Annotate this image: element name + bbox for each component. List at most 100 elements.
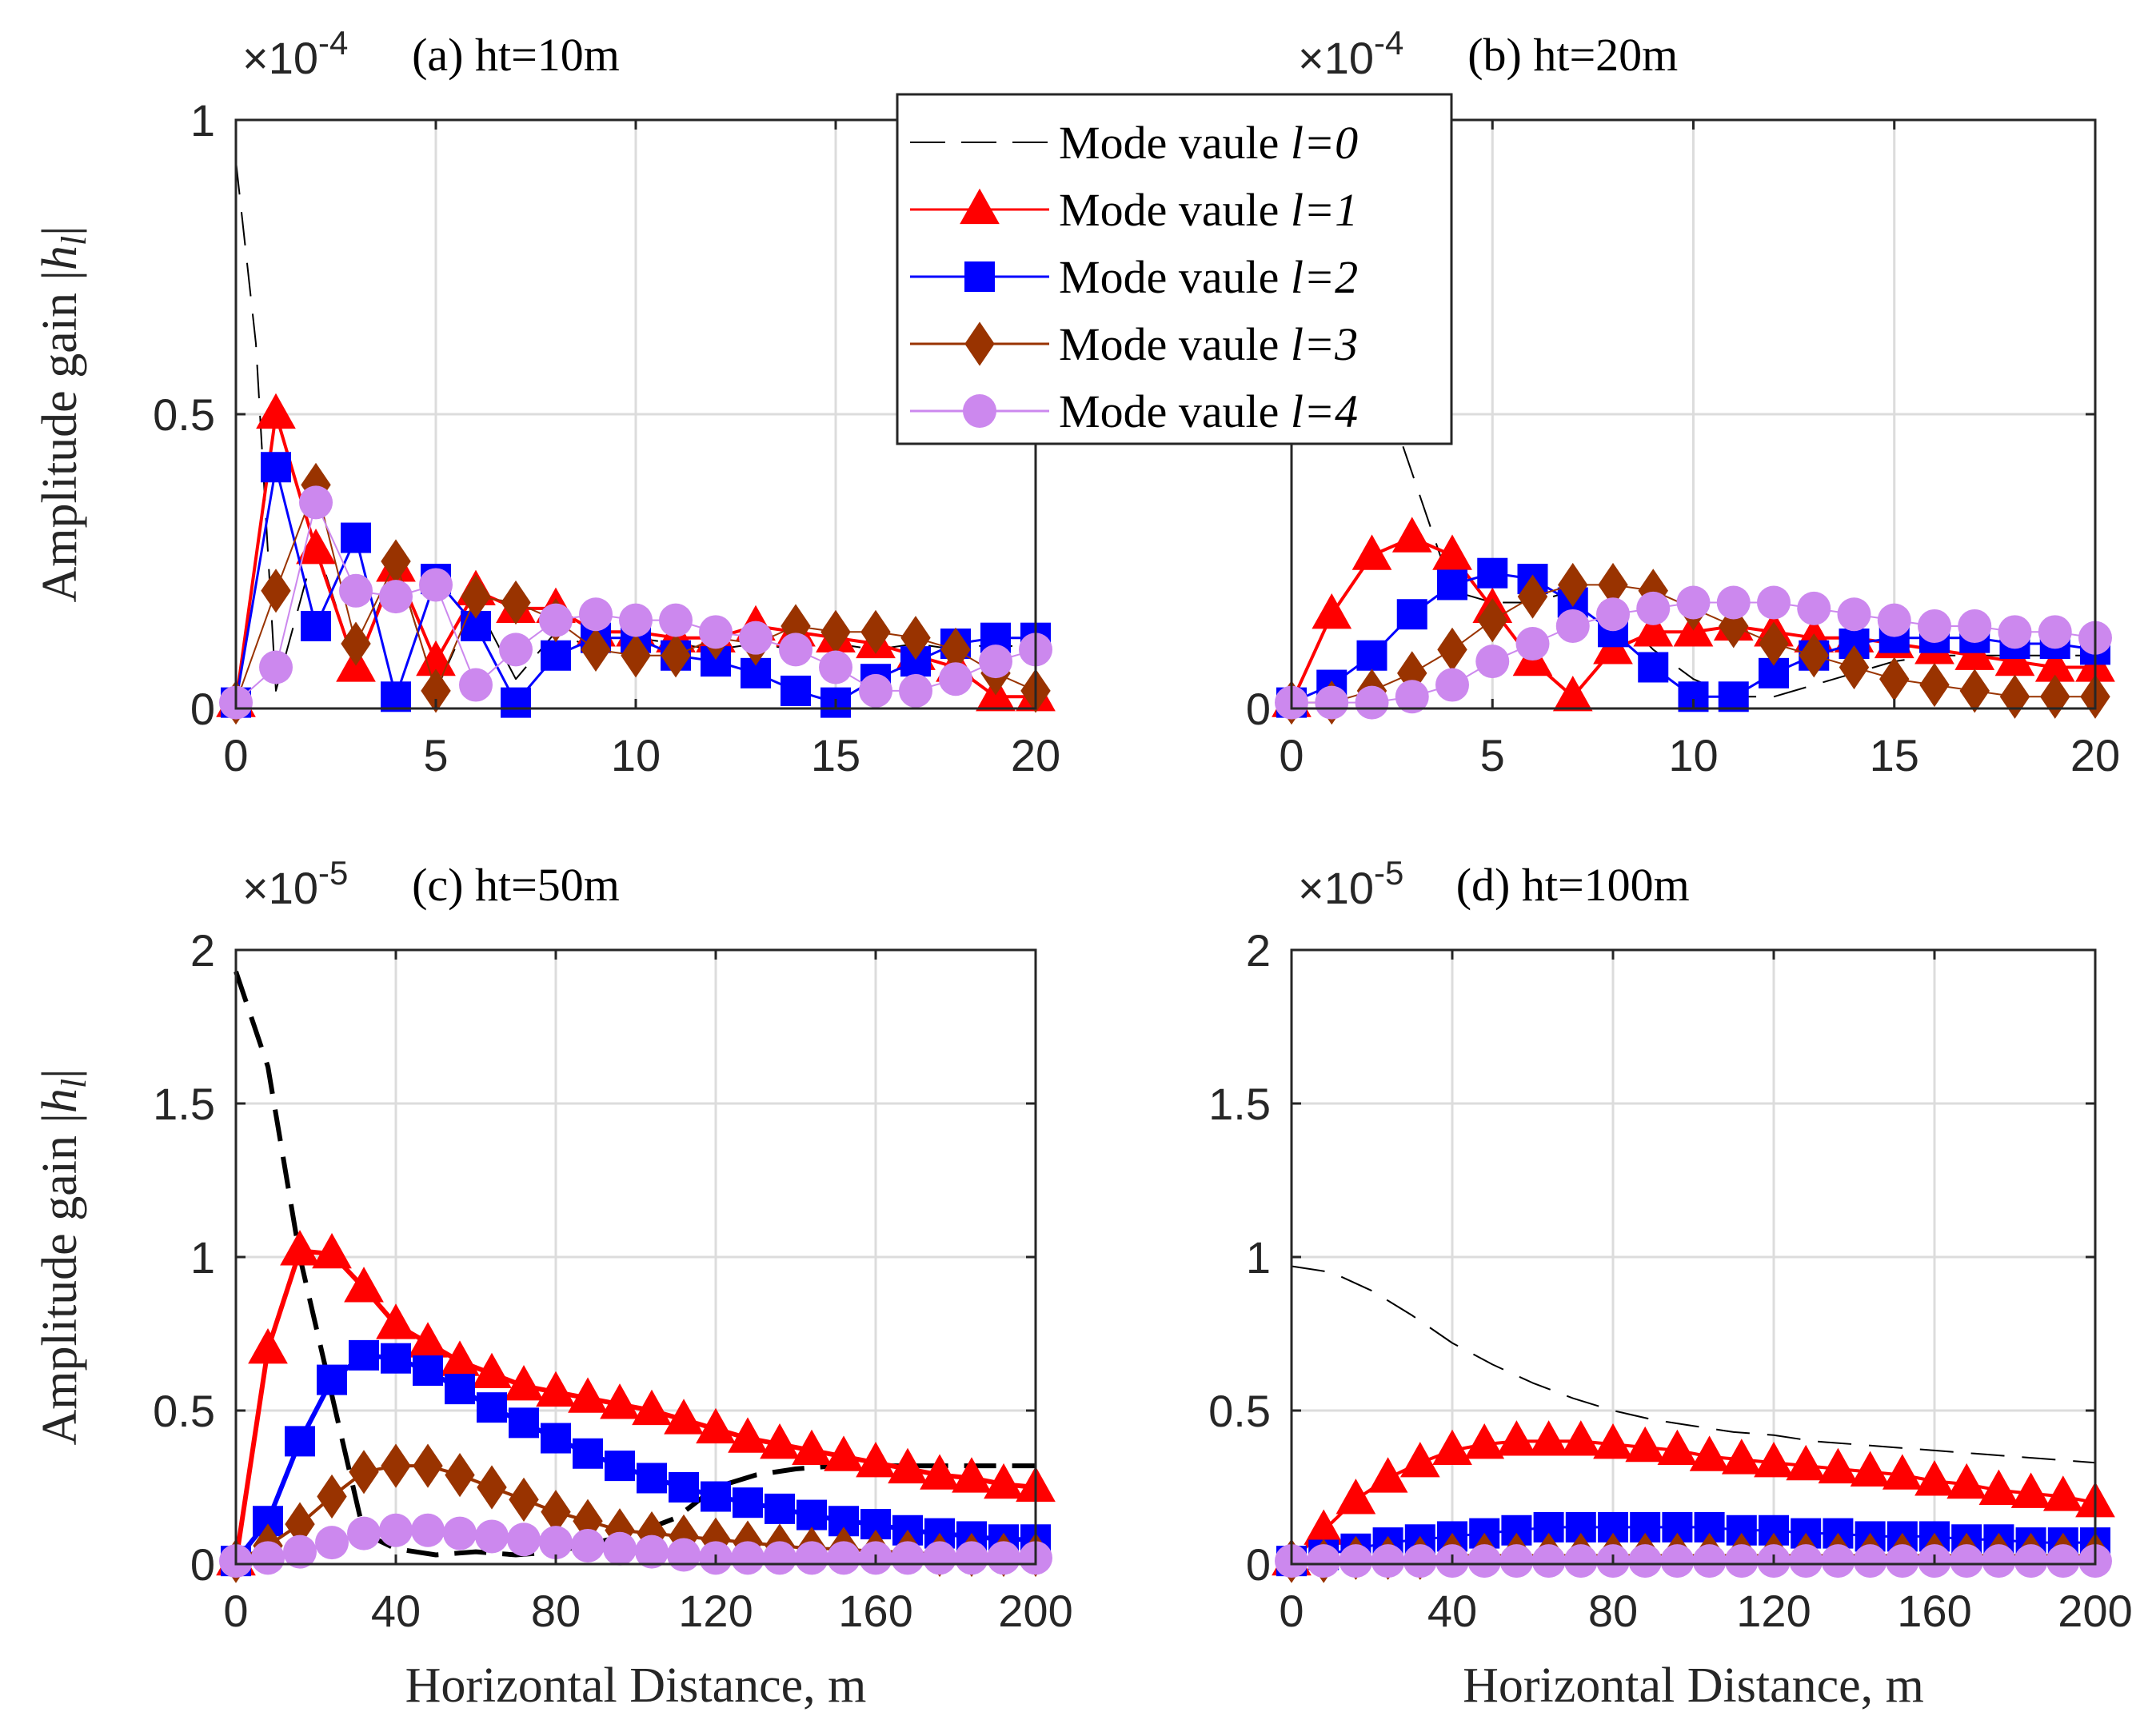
- data-point-l=1-15: [1754, 1442, 1794, 1478]
- data-point-l=4-4: [347, 1516, 381, 1550]
- data-point-l=2-4: [349, 1339, 379, 1371]
- series-line-l=0: [1291, 1265, 2096, 1464]
- data-point-l=1-4: [344, 1267, 384, 1303]
- data-point-l=4-19: [827, 1541, 860, 1575]
- legend: Mode vaule l=0 Mode vaule l=1 Mode vaule l…: [896, 93, 1453, 445]
- data-point-l=1-20: [1914, 1460, 1954, 1496]
- y-tick-label-1: 0.5: [153, 389, 215, 440]
- data-point-l=4-8: [539, 603, 573, 637]
- data-point-l=4-24: [987, 1541, 1020, 1575]
- data-point-l=1-19: [824, 1435, 864, 1471]
- data-point-l=1-2: [1351, 534, 1392, 570]
- data-point-l=4-2: [283, 1534, 317, 1569]
- data-point-l=4-17: [763, 1541, 797, 1575]
- y-axis-label: Amplitude gain |hl|: [33, 1068, 94, 1445]
- data-point-l=4-13: [1692, 1544, 1727, 1578]
- data-point-l=4-11: [1716, 585, 1751, 620]
- data-point-l=3-15: [1879, 656, 1910, 701]
- data-point-l=4-24: [2046, 1544, 2080, 1578]
- data-point-l=4-7: [499, 633, 533, 667]
- data-point-l=4-23: [2014, 1544, 2048, 1578]
- data-point-l=4-22: [923, 1541, 956, 1575]
- data-point-l=1-3: [1391, 517, 1432, 553]
- data-point-l=3-5: [421, 668, 451, 713]
- data-point-l=1-9: [1633, 611, 1674, 647]
- chart-panel-2: 0510152001×10-4(b) ht=20m: [1246, 24, 2120, 780]
- data-point-l=1-2: [296, 529, 336, 565]
- chart-title: (d) ht=100m: [1456, 859, 1690, 911]
- data-point-l=1-18: [1850, 1451, 1890, 1487]
- data-point-l=4-14: [1724, 1544, 1759, 1578]
- data-point-l=4-14: [1837, 597, 1871, 632]
- data-point-l=2-17: [765, 1493, 795, 1524]
- data-point-l=2-8: [477, 1392, 507, 1423]
- data-point-l=3-6: [461, 574, 491, 619]
- data-point-l=3-4: [349, 1450, 379, 1495]
- data-point-l=1-11: [568, 1377, 608, 1413]
- data-point-l=1-1: [248, 1327, 288, 1364]
- legend-swatch-marker: [964, 321, 995, 366]
- chart-title: (b) ht=20m: [1467, 29, 1678, 81]
- data-point-l=4-17: [1821, 1544, 1855, 1578]
- data-point-l=1-1: [1312, 593, 1352, 629]
- x-axis-label: Horizontal Distance, m: [1463, 1658, 1924, 1713]
- data-point-l=4-10: [619, 603, 653, 637]
- data-point-l=1-10: [1593, 1423, 1633, 1459]
- y-tick-label-0: 0: [1246, 1539, 1271, 1590]
- data-point-l=4-22: [1982, 1544, 2016, 1578]
- data-point-l=4-8: [475, 1519, 509, 1554]
- x-tick-label-2: 80: [531, 1586, 581, 1636]
- legend-entry-3: Mode vaule l=3: [910, 318, 1358, 370]
- data-point-l=1-13: [1689, 1435, 1730, 1471]
- series-group: [216, 161, 1056, 725]
- data-point-l=2-3: [1396, 599, 1427, 630]
- y-tick-label-3: 1.5: [153, 1079, 215, 1129]
- series-markers-l=4: [219, 1513, 1052, 1578]
- series-group: [1272, 1265, 2115, 1583]
- data-point-l=1-24: [2042, 1475, 2083, 1511]
- data-point-l=4-12: [699, 615, 733, 649]
- data-point-l=4-12: [1757, 585, 1791, 620]
- data-point-l=3-16: [860, 609, 891, 654]
- data-point-l=3-4: [1437, 627, 1467, 672]
- data-point-l=4-21: [1950, 1544, 1984, 1578]
- x-tick-label-1: 5: [423, 730, 448, 780]
- y-tick-label-2: 1: [190, 1232, 215, 1283]
- x-tick-label-1: 5: [1480, 730, 1505, 780]
- data-point-l=4-4: [1435, 668, 1469, 702]
- data-point-l=1-20: [856, 1442, 896, 1478]
- data-point-l=1-18: [792, 1429, 832, 1466]
- x-axis-label: Horizontal Distance, m: [405, 1658, 867, 1713]
- data-point-l=4-5: [1475, 645, 1510, 679]
- data-point-l=3-14: [1839, 645, 1870, 690]
- data-point-l=3-4: [381, 539, 411, 584]
- data-point-l=2-15: [701, 1481, 731, 1512]
- y-tick-label-0: 0: [1246, 684, 1271, 734]
- data-point-l=4-19: [2038, 615, 2072, 649]
- data-point-l=4-5: [379, 1513, 413, 1547]
- data-point-l=2-4: [381, 681, 411, 712]
- data-point-l=1-12: [600, 1383, 640, 1419]
- chart-panel-3: 0 40 80 120 160 200 0 0.5 1 1.5 2 ×10-5 (c) ht=50m Am…: [33, 854, 1073, 1713]
- y-axis-label: Amplitude gain |hl|: [33, 225, 94, 602]
- data-point-l=1-2: [280, 1230, 320, 1266]
- data-point-l=4-2: [299, 485, 333, 520]
- data-point-l=2-7: [445, 1374, 475, 1405]
- data-point-l=3-9: [509, 1477, 539, 1522]
- data-point-l=2-7: [501, 687, 531, 718]
- data-point-l=2-3: [341, 522, 371, 553]
- data-point-l=2-1: [261, 452, 291, 483]
- data-point-l=1-19: [1882, 1454, 1922, 1490]
- data-point-l=2-11: [1718, 681, 1749, 712]
- axis-exponent-label: ×10-5: [242, 854, 348, 913]
- data-point-l=3-7: [501, 580, 531, 625]
- data-point-l=3-10: [621, 633, 651, 678]
- legend-swatch-marker: [964, 261, 995, 292]
- data-point-l=4-3: [315, 1526, 349, 1560]
- data-point-l=1-23: [2010, 1472, 2051, 1508]
- data-point-l=4-15: [819, 650, 852, 684]
- data-point-l=4-9: [579, 597, 613, 632]
- series-markers-l=1: [216, 1230, 1056, 1576]
- x-tick-label-3: 120: [678, 1586, 753, 1636]
